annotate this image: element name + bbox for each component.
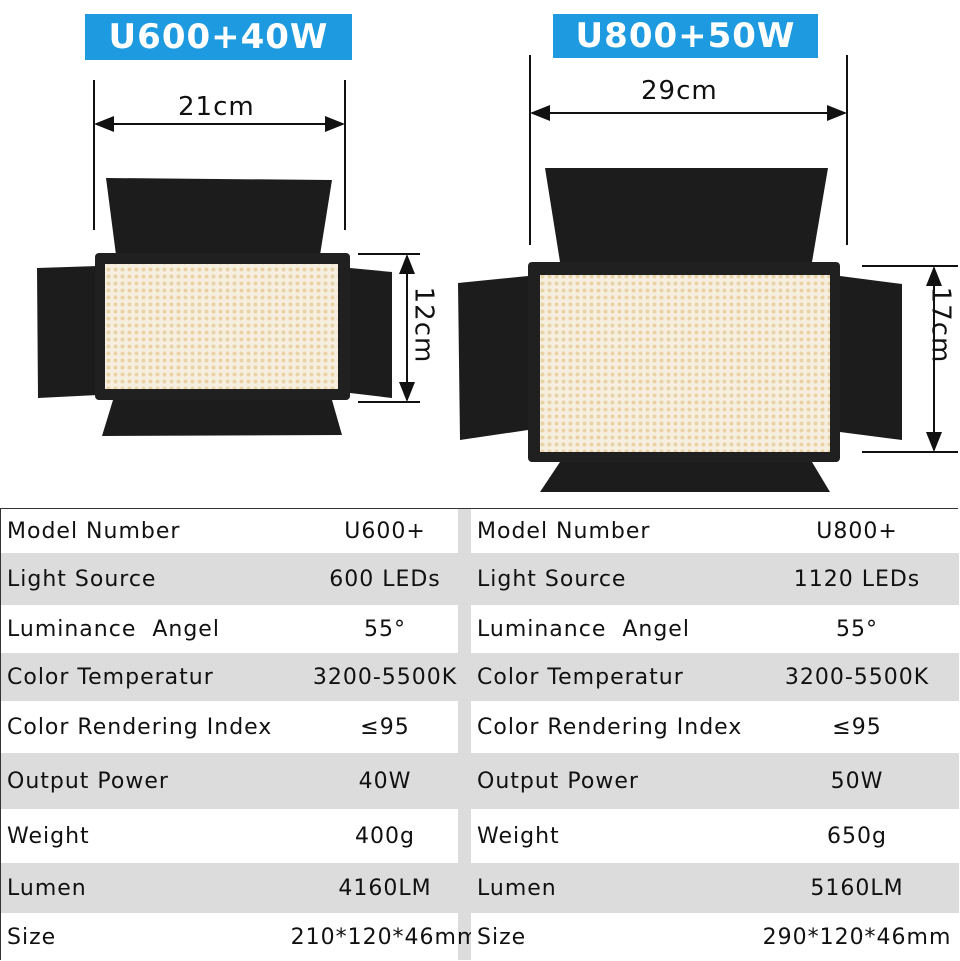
spec-row: Lumen 4160LM [1, 863, 458, 913]
u800-width-label: 29cm [641, 76, 718, 106]
spec-row: Light Source 600 LEDs [1, 553, 458, 605]
spec-label: Size [7, 924, 57, 950]
u800-light-panel [458, 168, 902, 492]
spec-row: Size 290*120*46mm [471, 913, 959, 961]
spec-row: Weight 400g [1, 809, 458, 863]
spec-label: Model Number [7, 518, 181, 544]
spec-label: Color Temperatur [7, 664, 214, 690]
spec-label: Light Source [477, 566, 627, 592]
spec-table: Model Number U600+ Light Source 600 LEDs Lum… [0, 508, 959, 961]
u800-height-label: 17cm [925, 286, 956, 364]
u600-width-label: 21cm [178, 92, 255, 122]
spec-row: Luminance Angel 55° [471, 605, 959, 653]
spec-label: Luminance Angel [7, 616, 220, 642]
spec-value: 55° [364, 616, 406, 642]
spec-row: Color Rendering Index ≤95 [1, 701, 458, 753]
spec-value: 650g [827, 823, 887, 849]
spec-value: 290*120*46mm [762, 924, 952, 950]
spec-value: ≤95 [832, 714, 882, 740]
spec-value: U800+ [816, 518, 898, 544]
u600-light-panel [37, 178, 392, 436]
product-illustration [37, 55, 958, 492]
spec-label: Luminance Angel [477, 616, 690, 642]
spec-value: 50W [830, 768, 884, 794]
spec-value: 400g [355, 823, 415, 849]
spec-label: Color Rendering Index [7, 714, 273, 740]
spec-value: 4160LM [338, 875, 432, 901]
u600-height-label: 12cm [408, 286, 439, 364]
spec-row: Lumen 5160LM [471, 863, 959, 913]
spec-row: Color Temperatur 3200-5500K [471, 653, 959, 701]
spec-value: 1120 LEDs [793, 566, 921, 592]
spec-row: Output Power 40W [1, 753, 458, 809]
spec-value: 40W [358, 768, 412, 794]
spec-value: U600+ [344, 518, 426, 544]
spec-value: ≤95 [360, 714, 410, 740]
spec-label: Output Power [7, 768, 169, 794]
spec-row: Output Power 50W [471, 753, 959, 809]
dimension-lines [93, 55, 958, 453]
spec-row: Light Source 1120 LEDs [471, 553, 959, 605]
spec-column-u800: Model Number U800+ Light Source 1120 LEDs Lu… [471, 509, 959, 961]
spec-row: Model Number U800+ [471, 509, 959, 553]
spec-value: 55° [836, 616, 878, 642]
spec-column-u600: Model Number U600+ Light Source 600 LEDs Lum… [1, 509, 478, 961]
spec-label: Weight [7, 823, 90, 849]
spec-value: 3200-5500K [784, 664, 930, 690]
spec-row: Color Temperatur 3200-5500K [1, 653, 458, 701]
product-title-u600: U600+40W [85, 14, 352, 60]
spec-row: Weight 650g [471, 809, 959, 863]
spec-label: Output Power [477, 768, 639, 794]
spec-row: Color Rendering Index ≤95 [471, 701, 959, 753]
product-title-u800: U800+50W [553, 14, 818, 58]
spec-row: Size 210*120*46mm [1, 913, 478, 961]
spec-value: 600 LEDs [329, 566, 441, 592]
spec-row: Luminance Angel 55° [1, 605, 458, 653]
spec-row: Model Number U600+ [1, 509, 458, 553]
spec-label: Size [477, 924, 527, 950]
spec-label: Light Source [7, 566, 157, 592]
spec-value: 5160LM [810, 875, 904, 901]
spec-label: Color Rendering Index [477, 714, 743, 740]
spec-label: Lumen [477, 875, 557, 901]
spec-value: 3200-5500K [312, 664, 458, 690]
spec-label: Weight [477, 823, 560, 849]
spec-label: Model Number [477, 518, 651, 544]
spec-label: Lumen [7, 875, 87, 901]
spec-value: 210*120*46mm [290, 924, 480, 950]
spec-label: Color Temperatur [477, 664, 684, 690]
